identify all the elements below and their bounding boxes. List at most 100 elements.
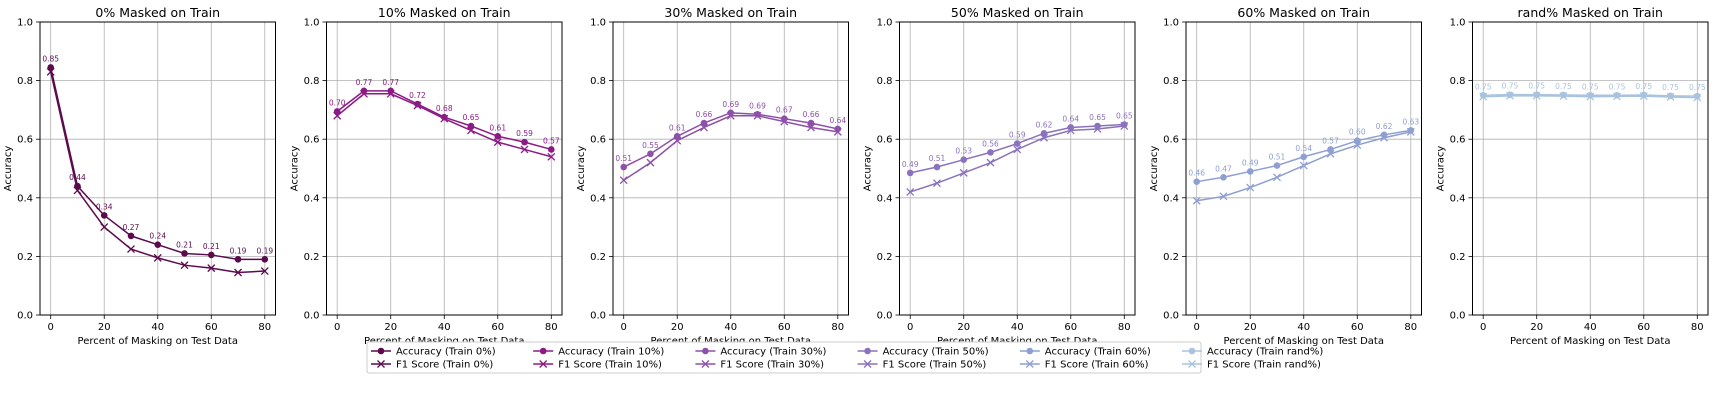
chart-panel: 0 20 40 60 80 0.0 0.2 0.4 0.6 0.8 1.0 rand% Masked … (1436, 5, 1709, 347)
f1-point (493, 138, 502, 147)
y-axis-label: Accuracy (863, 146, 874, 192)
data-label: 0.69 (722, 100, 739, 109)
y-tick-label: 0.8 (304, 76, 320, 87)
f1-point (1013, 145, 1022, 154)
accuracy-point (360, 87, 368, 95)
accuracy-point (1193, 178, 1201, 185)
legend-label-f1: F1 Score (Train 60%) (1045, 360, 1149, 371)
y-tick-label: 1.0 (304, 18, 320, 29)
data-label: 0.77 (382, 78, 399, 87)
f1-point (153, 253, 162, 262)
legend-marker-f1 (539, 360, 548, 368)
f1-point (1273, 173, 1281, 182)
legend-marker-accuracy (1026, 347, 1034, 355)
panel-title: 60% Masked on Train (1237, 5, 1370, 20)
legend-label-f1: F1 Score (Train 50%) (883, 360, 987, 371)
accuracy-point (1273, 162, 1281, 169)
panel-title: 50% Masked on Train (951, 5, 1084, 20)
accuracy-point (1407, 127, 1415, 134)
legend-marker-accuracy (702, 347, 709, 355)
accuracy-point (521, 138, 528, 146)
legend-marker-f1 (1025, 360, 1034, 368)
legend: Accuracy (Train 0%) F1 Score (Train 0%) Ac… (366, 341, 1323, 374)
y-axis-label: Accuracy (1436, 146, 1447, 192)
y-tick-label: 0.2 (1450, 252, 1466, 263)
data-label: 0.62 (1376, 122, 1393, 131)
accuracy-point (834, 125, 842, 133)
y-tick-label: 0.8 (1450, 76, 1466, 87)
legend-marker-accuracy (377, 347, 385, 355)
accuracy-point (47, 64, 55, 71)
accuracy-point (1246, 168, 1254, 175)
y-tick-label: 0.6 (17, 135, 33, 146)
data-label: 0.61 (489, 123, 506, 132)
panel-title: 10% Masked on Train (378, 5, 511, 20)
y-tick-label: 0.2 (17, 252, 33, 263)
data-label: 0.57 (1322, 136, 1339, 145)
legend-label-f1: F1 Score (Train 10%) (558, 360, 662, 371)
x-axis-label: Percent of Masking on Test Data (78, 336, 238, 347)
data-label: 0.21 (203, 242, 220, 251)
data-label: 0.75 (1635, 82, 1652, 91)
y-axis-label: Accuracy (576, 146, 587, 192)
y-tick-label: 0.0 (1163, 311, 1179, 322)
y-tick-label: 0.6 (304, 135, 320, 146)
accuracy-point (960, 156, 968, 164)
x-tick-label: 20 (384, 322, 397, 333)
f1-point (986, 158, 995, 167)
x-tick-label: 80 (1118, 322, 1131, 333)
legend-marker-f1 (863, 360, 872, 368)
x-tick-label: 40 (1584, 322, 1597, 333)
y-tick-label: 1.0 (17, 18, 33, 29)
data-label: 0.75 (1528, 82, 1545, 91)
f1-point (646, 158, 655, 167)
y-tick-label: 0.0 (17, 311, 33, 322)
data-label: 0.51 (615, 154, 632, 163)
data-label: 0.59 (516, 129, 533, 138)
y-tick-label: 0.4 (17, 193, 33, 204)
y-axis-label: Accuracy (1149, 146, 1160, 192)
data-label: 0.47 (1215, 164, 1232, 173)
y-tick-label: 0.8 (17, 76, 33, 87)
legend-label-accuracy: Accuracy (Train 30%) (720, 347, 826, 358)
x-tick-label: 40 (1011, 322, 1024, 333)
y-tick-label: 0.2 (877, 252, 893, 263)
accuracy-point (1094, 122, 1101, 130)
x-tick-label: 80 (258, 322, 271, 333)
data-label: 0.75 (1502, 82, 1519, 91)
chart-panel: 0 20 40 60 80 0.0 0.2 0.4 0.6 0.8 1.0 30% Masked on… (576, 5, 849, 347)
data-label: 0.64 (1062, 114, 1079, 123)
data-label: 0.85 (42, 54, 59, 63)
accuracy-point (933, 163, 941, 171)
accuracy-point (234, 256, 242, 263)
accuracy-point (1479, 91, 1487, 99)
accuracy-point (127, 232, 135, 240)
accuracy-point (1667, 92, 1674, 100)
y-tick-label: 0.2 (590, 252, 606, 263)
x-tick-label: 20 (671, 322, 684, 333)
y-tick-label: 0.0 (877, 311, 893, 322)
data-label: 0.54 (1295, 144, 1312, 153)
accuracy-point (547, 146, 555, 153)
data-label: 0.49 (902, 160, 919, 169)
f1-point (180, 261, 189, 270)
y-tick-label: 0.2 (1163, 252, 1179, 263)
x-tick-label: 0 (1194, 322, 1200, 333)
x-tick-label: 40 (151, 322, 164, 333)
x-tick-label: 80 (1691, 322, 1704, 333)
accuracy-point (494, 132, 502, 140)
accuracy-point (1120, 121, 1128, 128)
accuracy-point (261, 256, 269, 263)
data-label: 0.44 (69, 173, 86, 182)
chart-panel: 0 20 40 60 80 0.0 0.2 0.4 0.6 0.8 1.0 0% Masked on … (3, 5, 276, 347)
y-tick-label: 0.6 (590, 135, 606, 146)
data-label: 0.68 (436, 104, 453, 113)
f1-point (127, 245, 135, 254)
data-label: 0.75 (1662, 83, 1679, 92)
x-tick-label: 60 (491, 322, 504, 333)
legend-frame (366, 341, 1202, 374)
accuracy-point (1353, 137, 1361, 144)
f1-point (260, 267, 269, 276)
accuracy-point (987, 149, 994, 156)
